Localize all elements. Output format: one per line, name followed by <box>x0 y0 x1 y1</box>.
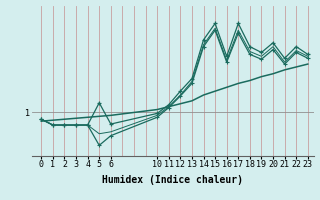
X-axis label: Humidex (Indice chaleur): Humidex (Indice chaleur) <box>102 175 243 185</box>
